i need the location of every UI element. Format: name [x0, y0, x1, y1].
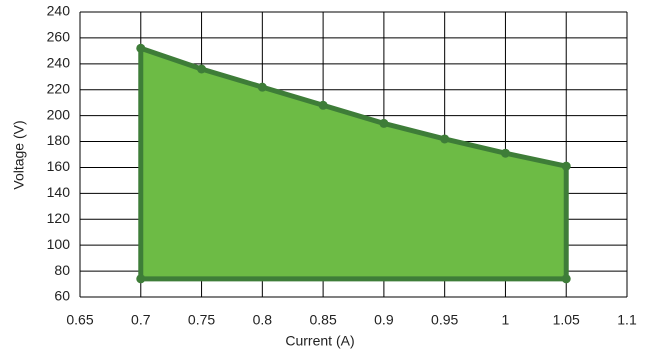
y-tick-label: 100 — [47, 236, 71, 252]
x-tick-label: 0.7 — [131, 312, 151, 328]
y-tick-label: 140 — [47, 184, 71, 200]
x-tick-label: 0.8 — [253, 312, 273, 328]
x-tick-label: 0.65 — [66, 312, 93, 328]
area-fill — [140, 48, 567, 279]
point — [379, 118, 389, 128]
y-tick-label: 180 — [47, 132, 71, 148]
point — [197, 64, 207, 74]
y-tick-label: 200 — [47, 106, 71, 122]
point — [318, 100, 328, 110]
y-axis-label: Voltage (V) — [11, 120, 27, 189]
x-tick-label: 0.85 — [309, 312, 336, 328]
y-tick-label: 80 — [54, 262, 70, 278]
point — [561, 161, 571, 171]
point — [257, 82, 267, 92]
y-tick-label: 240 — [47, 3, 71, 19]
x-tick-label: 1.1 — [617, 312, 637, 328]
x-tick-label: 0.75 — [188, 312, 215, 328]
point — [561, 274, 571, 284]
y-tick-label: 160 — [47, 158, 71, 174]
upper-line — [139, 45, 567, 169]
y-tick-label: 240 — [47, 55, 71, 71]
y-tick-label: 60 — [54, 288, 70, 304]
point — [500, 148, 510, 158]
y-tick-label: 220 — [47, 80, 71, 96]
x-tick-label: 0.9 — [374, 312, 394, 328]
point — [136, 274, 146, 284]
x-axis-label: Current (A) — [285, 333, 354, 349]
y-tick-label: 260 — [47, 29, 71, 45]
x-tick-label: 1.05 — [553, 312, 580, 328]
x-tick-label: 0.95 — [431, 312, 458, 328]
y-tick-label: 120 — [47, 210, 71, 226]
point — [440, 134, 450, 144]
x-tick-label: 1 — [502, 312, 510, 328]
point — [136, 43, 146, 53]
